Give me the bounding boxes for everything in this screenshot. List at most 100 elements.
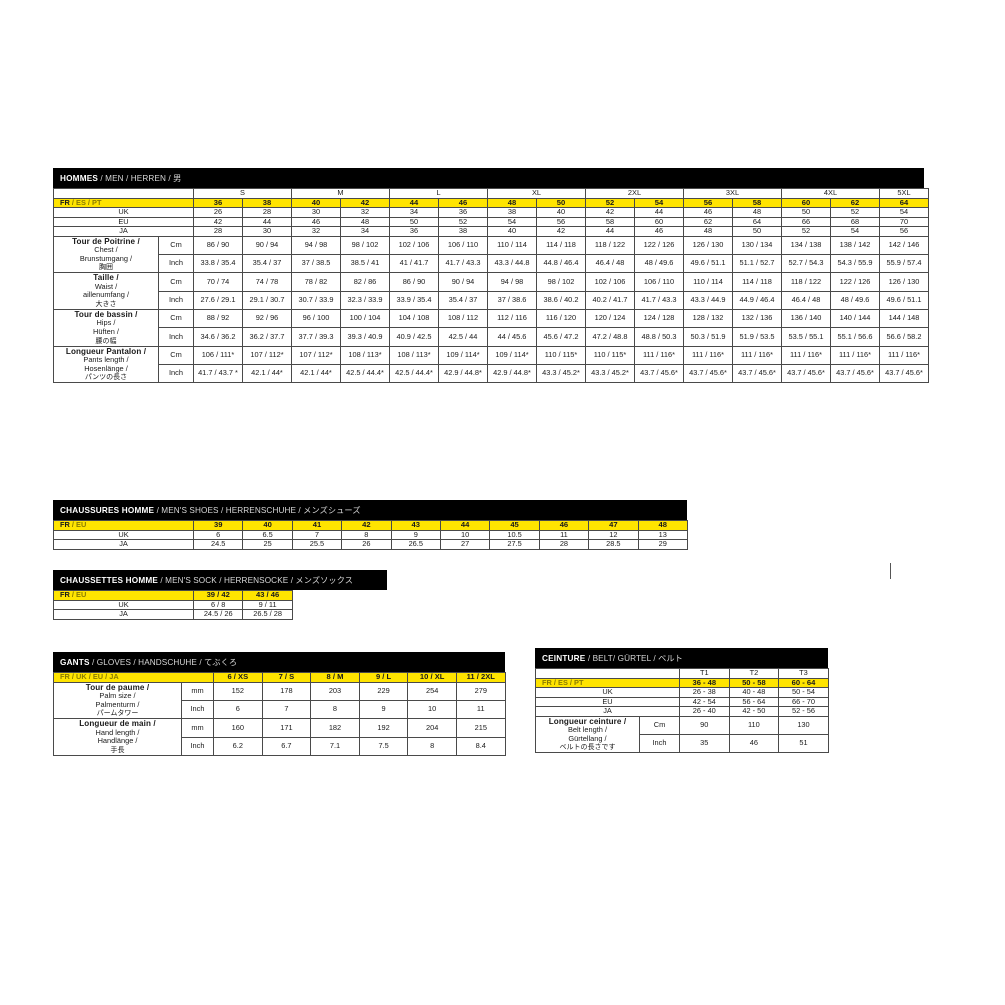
men-measure-inch-value: 44.9 / 46.4 bbox=[732, 290, 782, 310]
gloves-measure-row-mm: Longueur de main / Hand length / Handlänge… bbox=[53, 718, 506, 756]
socks-banner-title: CHAUSSETTES HOMME bbox=[60, 576, 159, 585]
men-measure-cm-value: 126 / 130 bbox=[683, 235, 733, 256]
shoes-uk-row: UK 6 6.5 7 8 9 10 10.5 11 12 13 bbox=[53, 529, 688, 541]
men-uk-value: 30 bbox=[291, 207, 341, 218]
gloves-size-value: 11 / 2XL bbox=[455, 672, 506, 683]
men-measure-cm-value: 110 / 114 bbox=[487, 235, 537, 256]
men-measure-cm-value: 108 / 112 bbox=[438, 308, 488, 329]
men-measure-inch-value: 53.5 / 55.1 bbox=[781, 327, 831, 347]
men-measure-cm-value: 102 / 106 bbox=[585, 272, 635, 292]
men-measure-cm-value: 130 / 134 bbox=[732, 235, 782, 256]
men-measure-cm-value: 106 / 110 bbox=[438, 235, 488, 256]
gloves-size-value: 8 / M bbox=[310, 672, 360, 683]
men-measure-cm-value: 82 / 86 bbox=[340, 272, 390, 292]
gloves-banner-title: GANTS bbox=[60, 658, 90, 667]
belt-fr-value: 36 - 48 bbox=[679, 677, 730, 689]
men-measure-cm-value: 110 / 114 bbox=[683, 272, 733, 292]
men-ja-value: 40 bbox=[487, 226, 537, 237]
men-size-table: S M L XL 2XL 3XL 4XL 5XL FR / ES / PT 36 38 40 42 44 4… bbox=[53, 188, 929, 384]
belt-ja-value: 26 - 40 bbox=[679, 706, 730, 717]
men-uk-value: 36 bbox=[438, 207, 488, 218]
socks-fr-value: 43 / 46 bbox=[242, 590, 293, 601]
men-ja-value: 38 bbox=[438, 226, 488, 237]
men-measure-inch-value: 43.3 / 45.2* bbox=[585, 363, 635, 384]
men-measure-cm-value: 102 / 106 bbox=[389, 235, 439, 256]
gloves-fr-label-sub: / UK / EU / JA bbox=[69, 672, 119, 682]
men-ja-value: 42 bbox=[536, 226, 586, 237]
men-measure-cm-value: 100 / 104 bbox=[340, 308, 390, 329]
men-measure-cm-value: 110 / 115* bbox=[536, 345, 586, 365]
men-measure-cm-value: 98 / 102 bbox=[340, 235, 390, 256]
men-uk-value: 54 bbox=[879, 207, 929, 218]
socks-ja-row: JA 24.5 / 26 26.5 / 28 bbox=[53, 609, 293, 620]
gloves-measure-mm-value: 254 bbox=[407, 681, 457, 702]
men-ja-value: 34 bbox=[340, 226, 390, 237]
men-measure-cm-value: 128 / 132 bbox=[683, 308, 733, 329]
socks-block: CHAUSSETTES HOMME / MEN'S SOCK / HERRENS… bbox=[53, 570, 387, 620]
men-uk-value: 40 bbox=[536, 207, 586, 218]
men-measure-inch-value: 34.6 / 36.2 bbox=[193, 327, 243, 347]
belt-uk-label: UK bbox=[535, 687, 680, 698]
men-uk-value: 38 bbox=[487, 207, 537, 218]
men-measure-inch-value: 40.9 / 42.5 bbox=[389, 327, 439, 347]
men-unit-inch: Inch bbox=[158, 290, 194, 310]
men-measure-label-0: Tour de Poitrine / Chest / Brunstumgang / 胸… bbox=[53, 235, 159, 274]
socks-fr-row: FR / EU 39 / 42 43 / 46 bbox=[53, 590, 293, 601]
men-ja-value: 56 bbox=[879, 226, 929, 237]
gloves-measure-mm-value: 171 bbox=[261, 718, 312, 738]
socks-banner: CHAUSSETTES HOMME / MEN'S SOCK / HERRENS… bbox=[53, 570, 387, 590]
belt-tier-spacer bbox=[535, 668, 680, 679]
belt-uk-row: UK 26 - 38 40 - 48 50 - 54 bbox=[535, 687, 829, 698]
men-measure-cm-value: 114 / 118 bbox=[732, 272, 782, 292]
gloves-unit-inch: Inch bbox=[181, 736, 214, 756]
shoes-ja-value: 27.5 bbox=[489, 539, 540, 550]
belt-measure-inch-value: 51 bbox=[778, 734, 829, 754]
men-measure-cm-value: 107 / 112* bbox=[291, 345, 341, 365]
men-measure-cm-value: 88 / 92 bbox=[193, 308, 243, 329]
belt-unit-cm: Cm bbox=[639, 715, 680, 736]
men-measure-cm-value: 96 / 100 bbox=[291, 308, 341, 329]
men-measure-cm-value: 107 / 112* bbox=[242, 345, 292, 365]
gloves-measure-inch-value: 7 bbox=[261, 700, 312, 720]
men-measure-cm-value: 112 / 116 bbox=[487, 308, 537, 329]
belt-tier-t1: T1 bbox=[679, 668, 730, 679]
men-measure-row-inch: Inch 41.7 / 43.7 * 42.1 / 44* 42.1 / 44* 42.… bbox=[54, 363, 929, 384]
men-measure-inch-value: 51.1 / 52.7 bbox=[732, 254, 782, 274]
shoes-fr-value: 47 bbox=[588, 520, 639, 531]
shoes-ja-value: 27 bbox=[439, 539, 491, 550]
men-unit-inch: Inch bbox=[158, 363, 194, 384]
belt-fr-value: 60 - 64 bbox=[778, 677, 829, 689]
men-measure-inch-value: 33.9 / 35.4 bbox=[389, 290, 439, 310]
gloves-measure-row-inch: Inch 6 7 8 9 10 11 bbox=[54, 700, 506, 720]
men-measure-cm-value: 118 / 122 bbox=[781, 272, 831, 292]
shoes-ja-value: 26.5 bbox=[390, 539, 441, 550]
men-measure-row-cm: Tour de bassin / Hips / Hüften / 腰の幅 Cm 88 / … bbox=[53, 308, 929, 347]
men-ja-value: 30 bbox=[242, 226, 292, 237]
men-measure-inch-value: 49.6 / 51.1 bbox=[879, 290, 929, 310]
shoes-fr-value: 43 bbox=[390, 520, 441, 531]
men-ja-value: 48 bbox=[683, 226, 733, 237]
shoes-fr-value: 48 bbox=[637, 520, 688, 531]
men-measure-cm-value: 111 / 116* bbox=[879, 345, 929, 365]
men-measure-inch-value: 42.5 / 44 bbox=[438, 327, 488, 347]
men-uk-value: 42 bbox=[585, 207, 635, 218]
gloves-measure-inch-value: 7.1 bbox=[310, 736, 360, 756]
belt-ja-row: JA 26 - 40 42 - 50 52 - 56 bbox=[535, 706, 829, 717]
socks-fr-value: 39 / 42 bbox=[192, 590, 244, 601]
men-measure-cm-value: 106 / 111* bbox=[193, 345, 243, 365]
men-measure-inch-value: 49.6 / 51.1 bbox=[683, 254, 733, 274]
gloves-block: GANTS / GLOVES / HANDSCHUHE / てぶくろ FR / … bbox=[53, 652, 506, 756]
men-uk-label: UK bbox=[53, 207, 194, 218]
gloves-size-value: 10 / XL bbox=[407, 672, 457, 683]
men-uk-value: 44 bbox=[634, 207, 684, 218]
socks-ja-label: JA bbox=[53, 609, 194, 620]
men-measure-cm-value: 126 / 130 bbox=[879, 272, 929, 292]
men-measure-inch-value: 43.3 / 45.2* bbox=[536, 363, 586, 384]
men-measure-inch-value: 43.7 / 45.6* bbox=[879, 363, 929, 384]
men-uk-value: 26 bbox=[193, 207, 243, 218]
men-measure-cm-value: 94 / 98 bbox=[487, 272, 537, 292]
shoes-fr-value: 41 bbox=[291, 520, 343, 531]
men-size-group-xl: XL bbox=[487, 188, 586, 199]
